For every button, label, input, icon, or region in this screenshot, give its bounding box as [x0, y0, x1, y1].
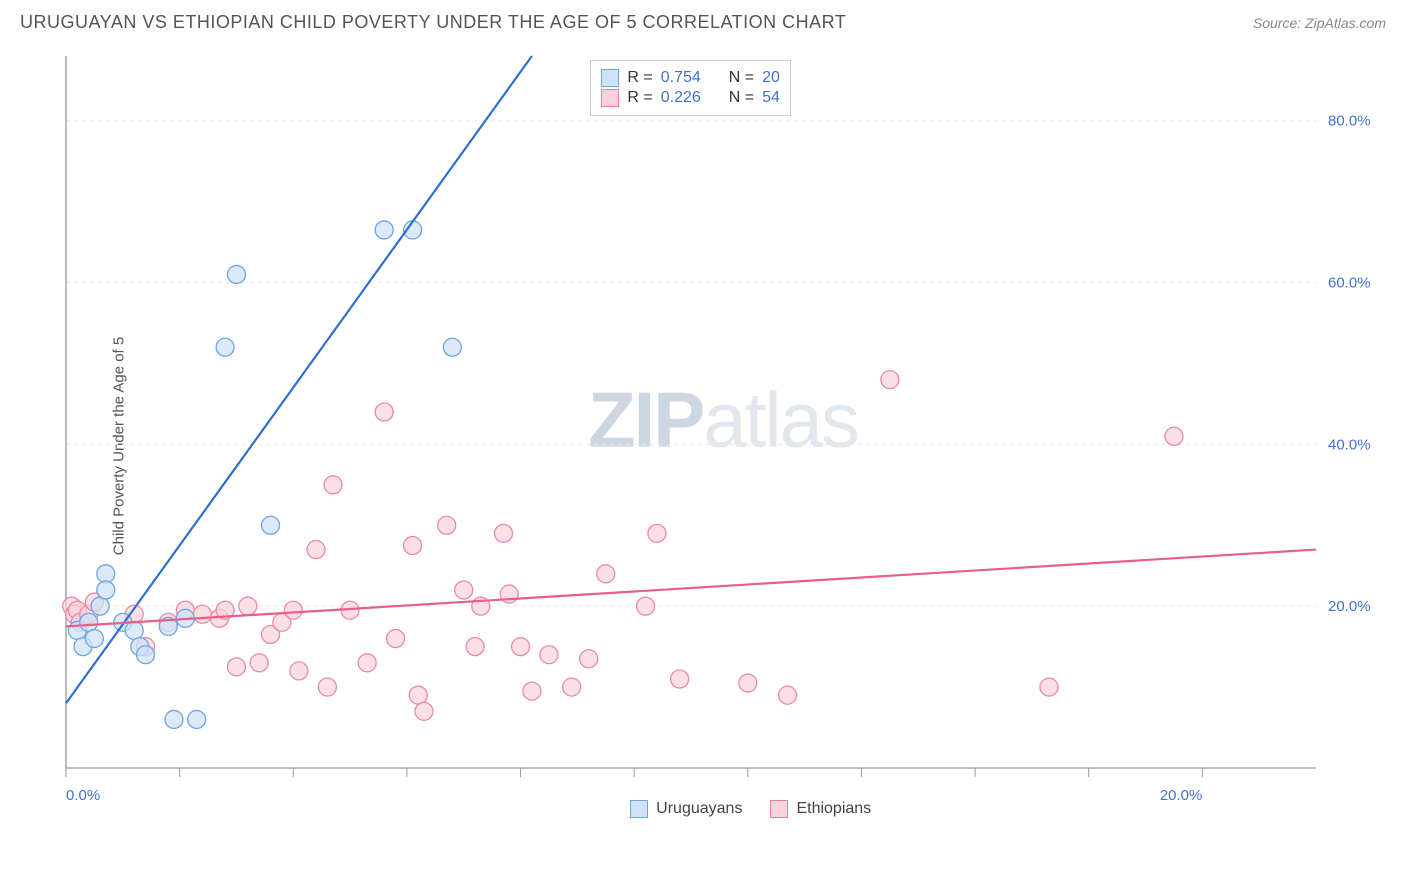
n-label: N =	[729, 69, 754, 87]
swatch-blue-icon	[630, 800, 648, 818]
page-title: URUGUAYAN VS ETHIOPIAN CHILD POVERTY UND…	[20, 12, 846, 33]
svg-text:60.0%: 60.0%	[1328, 275, 1371, 292]
legend-row-uruguayans: R = 0.754 N = 20	[601, 69, 780, 87]
r-value: 0.754	[661, 69, 701, 87]
legend-row-ethiopians: R = 0.226 N = 54	[601, 89, 780, 107]
series-label: Ethiopians	[796, 800, 871, 818]
scatter-plot: 0.0% 20.0% 20.0% 40.0% 60.0% 80.0%	[60, 50, 1386, 820]
series-legend: Uruguayans Ethiopians	[630, 800, 871, 818]
series-label: Uruguayans	[656, 800, 742, 818]
svg-text:20.0%: 20.0%	[1328, 598, 1371, 615]
source-label: Source: ZipAtlas.com	[1253, 15, 1386, 31]
svg-text:20.0%: 20.0%	[1160, 787, 1203, 804]
r-value: 0.226	[661, 89, 701, 107]
n-label: N =	[729, 89, 754, 107]
svg-text:80.0%: 80.0%	[1328, 113, 1371, 130]
correlation-legend: R = 0.754 N = 20 R = 0.226 N = 54	[590, 60, 791, 116]
n-value: 20	[762, 69, 780, 87]
svg-text:40.0%: 40.0%	[1328, 436, 1371, 453]
chart-container: ZIPatlas 0.0%20.0%20.0%40.0%60.0%80.0% R…	[60, 50, 1386, 820]
n-value: 54	[762, 89, 780, 107]
swatch-pink-icon	[770, 800, 788, 818]
swatch-pink-icon	[601, 89, 619, 107]
swatch-blue-icon	[601, 69, 619, 87]
svg-text:0.0%: 0.0%	[66, 787, 100, 804]
r-label: R =	[627, 69, 652, 87]
legend-item-ethiopians: Ethiopians	[770, 800, 871, 818]
r-label: R =	[627, 89, 652, 107]
legend-item-uruguayans: Uruguayans	[630, 800, 742, 818]
